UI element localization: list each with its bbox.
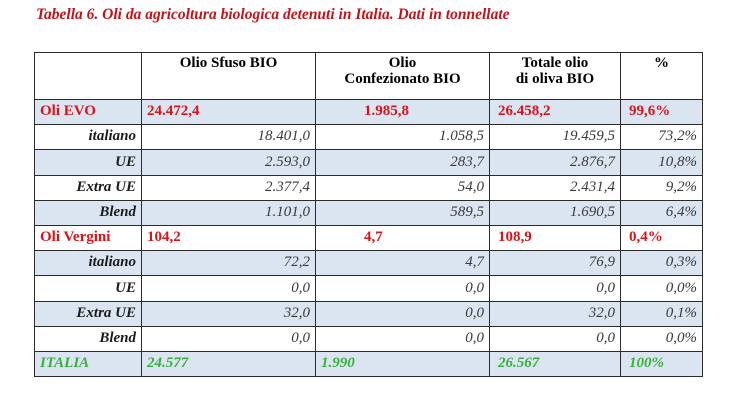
table-title: Tabella 6. Oli da agricoltura biologica … xyxy=(36,6,510,23)
row-value: 2.593,0 xyxy=(141,149,316,176)
section-label: Oli Vergini xyxy=(34,224,142,252)
row-value: 0,0 xyxy=(315,325,490,352)
section-value-totale: 108,9 xyxy=(489,224,621,252)
row-value: 4,7 xyxy=(315,250,490,277)
row-label: italiano xyxy=(34,124,142,151)
row-value: 10,8% xyxy=(620,149,703,176)
row-value: 283,7 xyxy=(315,149,490,176)
row-label: UE xyxy=(34,275,142,302)
section-value-totale: 26.458,2 xyxy=(489,98,621,126)
total-value-confezionato: 1.990 xyxy=(315,350,490,378)
section-row-vergini: Oli Vergini 104,2 4,7 108,9 0,4% xyxy=(34,224,703,252)
section-value-percent: 0,4% xyxy=(620,224,703,252)
table-row: UE 2.593,0 283,7 2.876,7 10,8% xyxy=(34,149,703,176)
row-label: Extra UE xyxy=(34,174,142,201)
row-value: 0,0% xyxy=(620,325,703,352)
row-value: 9,2% xyxy=(620,174,703,201)
row-value: 0,0 xyxy=(489,275,621,302)
header-cell-empty xyxy=(34,52,142,100)
header-cell-sfuso: Olio Sfuso BIO xyxy=(141,52,316,100)
total-row: ITALIA 24.577 1.990 26.567 100% xyxy=(34,350,703,378)
row-label: Blend xyxy=(34,325,142,352)
header-cell-percent: % xyxy=(620,52,703,100)
total-value-totale: 26.567 xyxy=(489,350,621,378)
row-value: 0,3% xyxy=(620,250,703,277)
row-value: 76,9 xyxy=(489,250,621,277)
section-value-percent: 99,6% xyxy=(620,98,703,126)
section-value-confezionato: 1.985,8 xyxy=(315,98,490,126)
row-value: 1.058,5 xyxy=(315,124,490,151)
row-value: 2.431,4 xyxy=(489,174,621,201)
row-value: 19.459,5 xyxy=(489,124,621,151)
section-value-sfuso: 104,2 xyxy=(141,224,316,252)
row-label: Extra UE xyxy=(34,300,142,327)
row-value: 0,0% xyxy=(620,275,703,302)
row-value: 73,2% xyxy=(620,124,703,151)
row-value: 32,0 xyxy=(141,300,316,327)
row-value: 0,0 xyxy=(315,300,490,327)
row-value: 2.377,4 xyxy=(141,174,316,201)
header-cell-totale: Totale olio di oliva BIO xyxy=(489,52,621,100)
table-row: italiano 72,2 4,7 76,9 0,3% xyxy=(34,250,703,277)
total-value-percent: 100% xyxy=(620,350,703,378)
row-value: 1.690,5 xyxy=(489,199,621,226)
row-value: 0,1% xyxy=(620,300,703,327)
total-value-sfuso: 24.577 xyxy=(141,350,316,378)
row-value: 32,0 xyxy=(489,300,621,327)
row-label: Blend xyxy=(34,199,142,226)
row-label: italiano xyxy=(34,250,142,277)
row-value: 6,4% xyxy=(620,199,703,226)
row-value: 18.401,0 xyxy=(141,124,316,151)
section-value-sfuso: 24.472,4 xyxy=(141,98,316,126)
row-value: 0,0 xyxy=(141,325,316,352)
row-value: 2.876,7 xyxy=(489,149,621,176)
table-row: Extra UE 2.377,4 54,0 2.431,4 9,2% xyxy=(34,174,703,201)
table-row: Blend 0,0 0,0 0,0 0,0% xyxy=(34,325,703,352)
table-row: italiano 18.401,0 1.058,5 19.459,5 73,2% xyxy=(34,124,703,151)
row-value: 72,2 xyxy=(141,250,316,277)
row-value: 54,0 xyxy=(315,174,490,201)
row-value: 0,0 xyxy=(315,275,490,302)
total-label: ITALIA xyxy=(34,350,142,378)
table-row: UE 0,0 0,0 0,0 0,0% xyxy=(34,275,703,302)
section-label: Oli EVO xyxy=(34,98,142,126)
header-cell-confezionato: Olio Confezionato BIO xyxy=(315,52,490,100)
table-row: Extra UE 32,0 0,0 32,0 0,1% xyxy=(34,300,703,327)
row-value: 1.101,0 xyxy=(141,199,316,226)
header-row: Olio Sfuso BIO Olio Confezionato BIO Tota… xyxy=(34,52,703,100)
section-value-confezionato: 4,7 xyxy=(315,224,490,252)
row-value: 0,0 xyxy=(141,275,316,302)
row-label: UE xyxy=(34,149,142,176)
data-table: Olio Sfuso BIO Olio Confezionato BIO Tota… xyxy=(34,52,703,378)
section-row-evo: Oli EVO 24.472,4 1.985,8 26.458,2 99,6% xyxy=(34,98,703,126)
row-value: 0,0 xyxy=(489,325,621,352)
table-row: Blend 1.101,0 589,5 1.690,5 6,4% xyxy=(34,199,703,226)
row-value: 589,5 xyxy=(315,199,490,226)
